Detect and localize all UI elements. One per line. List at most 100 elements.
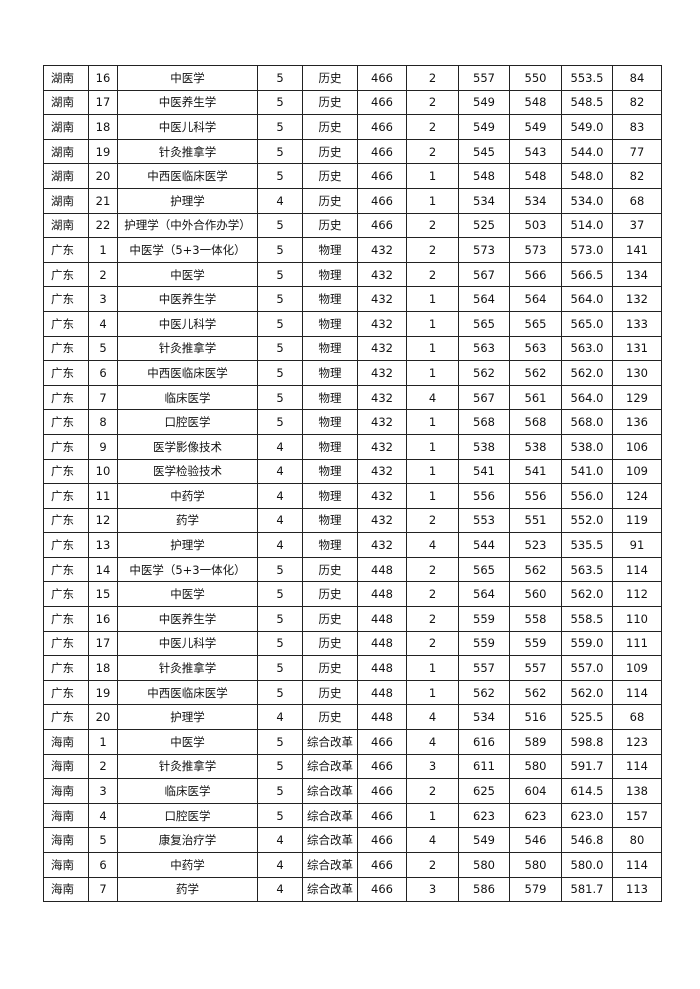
control-line-cell: 448 bbox=[357, 704, 407, 731]
table-row: 广东 10 医学检验技术 4 物理 432 1 541 541 541.0 109 bbox=[43, 458, 662, 485]
table-row: 广东 1 中医学（5+3一体化） 5 物理 432 2 573 573 573.0 141 bbox=[43, 237, 662, 263]
max-score-cell: 611 bbox=[458, 753, 510, 780]
seq-cell: 18 bbox=[88, 114, 118, 140]
max-score-cell: 544 bbox=[458, 532, 510, 558]
max-score-cell: 564 bbox=[458, 286, 510, 312]
years-cell: 5 bbox=[257, 409, 303, 435]
avg-score-cell: 538.0 bbox=[561, 433, 613, 460]
major-cell: 康复治疗学 bbox=[117, 827, 258, 853]
years-cell: 4 bbox=[257, 458, 303, 485]
seq-cell: 12 bbox=[88, 507, 118, 534]
max-score-cell: 586 bbox=[458, 876, 510, 903]
major-cell: 针灸推拿学 bbox=[117, 335, 258, 362]
plan-count-cell: 1 bbox=[406, 483, 459, 509]
subject-cell: 历史 bbox=[302, 138, 358, 165]
major-cell: 中药学 bbox=[117, 852, 258, 878]
province-cell: 广东 bbox=[43, 261, 89, 288]
table-row: 广东 7 临床医学 5 物理 432 4 567 561 564.0 129 bbox=[43, 384, 662, 411]
subject-cell: 物理 bbox=[302, 532, 358, 558]
subject-cell: 物理 bbox=[302, 360, 358, 386]
score-above-line-cell: 114 bbox=[612, 753, 662, 780]
years-cell: 4 bbox=[257, 483, 303, 509]
score-above-line-cell: 109 bbox=[612, 655, 662, 681]
plan-count-cell: 1 bbox=[406, 679, 459, 706]
min-score-cell: 565 bbox=[509, 310, 562, 337]
seq-cell: 7 bbox=[88, 876, 118, 903]
subject-cell: 历史 bbox=[302, 163, 358, 189]
max-score-cell: 563 bbox=[458, 335, 510, 362]
max-score-cell: 559 bbox=[458, 630, 510, 657]
seq-cell: 17 bbox=[88, 630, 118, 657]
plan-count-cell: 1 bbox=[406, 286, 459, 312]
max-score-cell: 565 bbox=[458, 556, 510, 583]
score-above-line-cell: 109 bbox=[612, 458, 662, 485]
plan-count-cell: 2 bbox=[406, 630, 459, 657]
years-cell: 4 bbox=[257, 507, 303, 534]
score-above-line-cell: 133 bbox=[612, 310, 662, 337]
province-cell: 广东 bbox=[43, 360, 89, 386]
min-score-cell: 534 bbox=[509, 187, 562, 214]
control-line-cell: 448 bbox=[357, 606, 407, 632]
score-above-line-cell: 106 bbox=[612, 433, 662, 460]
seq-cell: 9 bbox=[88, 433, 118, 460]
years-cell: 4 bbox=[257, 532, 303, 558]
major-cell: 中医学 bbox=[117, 261, 258, 288]
score-above-line-cell: 119 bbox=[612, 507, 662, 534]
years-cell: 5 bbox=[257, 729, 303, 755]
province-cell: 广东 bbox=[43, 409, 89, 435]
avg-score-cell: 546.8 bbox=[561, 827, 613, 853]
seq-cell: 13 bbox=[88, 532, 118, 558]
table-row: 湖南 21 护理学 4 历史 466 1 534 534 534.0 68 bbox=[43, 187, 662, 214]
score-above-line-cell: 114 bbox=[612, 679, 662, 706]
avg-score-cell: 564.0 bbox=[561, 286, 613, 312]
min-score-cell: 538 bbox=[509, 433, 562, 460]
min-score-cell: 548 bbox=[509, 163, 562, 189]
control-line-cell: 448 bbox=[357, 556, 407, 583]
table-row: 广东 4 中医儿科学 5 物理 432 1 565 565 565.0 133 bbox=[43, 310, 662, 337]
province-cell: 湖南 bbox=[43, 138, 89, 165]
table-row: 广东 3 中医养生学 5 物理 432 1 564 564 564.0 132 bbox=[43, 286, 662, 312]
province-cell: 广东 bbox=[43, 532, 89, 558]
subject-cell: 历史 bbox=[302, 606, 358, 632]
plan-count-cell: 2 bbox=[406, 89, 459, 116]
table-row: 海南 7 药学 4 综合改革 466 3 586 579 581.7 113 bbox=[43, 876, 662, 903]
avg-score-cell: 581.7 bbox=[561, 876, 613, 903]
seq-cell: 4 bbox=[88, 310, 118, 337]
table-row: 海南 1 中医学 5 综合改革 466 4 616 589 598.8 123 bbox=[43, 729, 662, 755]
control-line-cell: 466 bbox=[357, 753, 407, 780]
seq-cell: 11 bbox=[88, 483, 118, 509]
table-row: 广东 19 中西医临床医学 5 历史 448 1 562 562 562.0 114 bbox=[43, 679, 662, 706]
score-above-line-cell: 114 bbox=[612, 852, 662, 878]
avg-score-cell: 614.5 bbox=[561, 778, 613, 804]
subject-cell: 物理 bbox=[302, 286, 358, 312]
subject-cell: 综合改革 bbox=[302, 852, 358, 878]
min-score-cell: 580 bbox=[509, 852, 562, 878]
control-line-cell: 466 bbox=[357, 802, 407, 829]
province-cell: 海南 bbox=[43, 852, 89, 878]
min-score-cell: 503 bbox=[509, 212, 562, 239]
max-score-cell: 534 bbox=[458, 187, 510, 214]
avg-score-cell: 565.0 bbox=[561, 310, 613, 337]
table-row: 海南 2 针灸推拿学 5 综合改革 466 3 611 580 591.7 114 bbox=[43, 753, 662, 780]
seq-cell: 19 bbox=[88, 679, 118, 706]
max-score-cell: 549 bbox=[458, 827, 510, 853]
score-above-line-cell: 114 bbox=[612, 556, 662, 583]
province-cell: 广东 bbox=[43, 335, 89, 362]
max-score-cell: 557 bbox=[458, 655, 510, 681]
subject-cell: 历史 bbox=[302, 630, 358, 657]
score-above-line-cell: 138 bbox=[612, 778, 662, 804]
control-line-cell: 432 bbox=[357, 335, 407, 362]
subject-cell: 历史 bbox=[302, 704, 358, 731]
seq-cell: 5 bbox=[88, 827, 118, 853]
plan-count-cell: 2 bbox=[406, 606, 459, 632]
plan-count-cell: 2 bbox=[406, 261, 459, 288]
major-cell: 中西医临床医学 bbox=[117, 360, 258, 386]
control-line-cell: 466 bbox=[357, 65, 407, 91]
min-score-cell: 623 bbox=[509, 802, 562, 829]
control-line-cell: 466 bbox=[357, 827, 407, 853]
subject-cell: 物理 bbox=[302, 433, 358, 460]
min-score-cell: 549 bbox=[509, 114, 562, 140]
major-cell: 针灸推拿学 bbox=[117, 753, 258, 780]
province-cell: 广东 bbox=[43, 286, 89, 312]
max-score-cell: 567 bbox=[458, 384, 510, 411]
